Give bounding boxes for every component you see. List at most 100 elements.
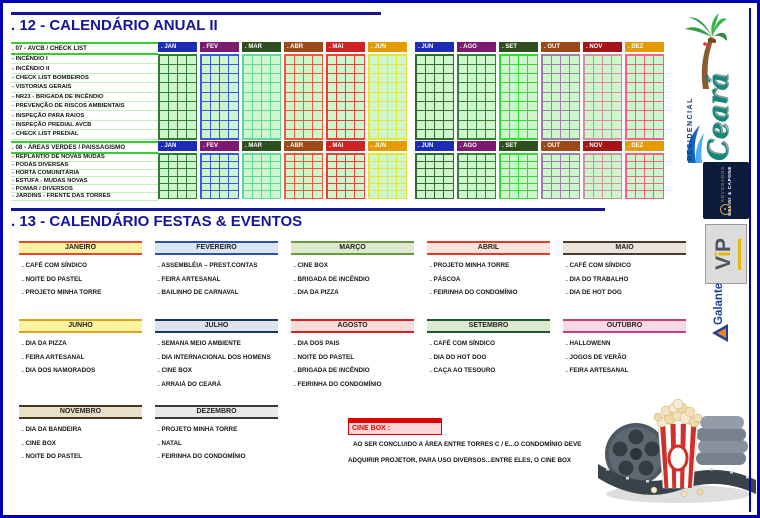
grid-cell bbox=[486, 191, 495, 198]
grid-cell bbox=[178, 191, 187, 198]
grid-cell bbox=[645, 74, 654, 83]
grid-cell bbox=[378, 102, 387, 111]
grid-cell bbox=[378, 92, 387, 102]
grid-cell bbox=[435, 64, 444, 74]
grid-cell bbox=[178, 102, 187, 111]
grid-cell bbox=[285, 161, 294, 169]
grid-cell bbox=[294, 169, 303, 176]
grid-cell bbox=[178, 154, 187, 161]
grid-cell bbox=[397, 74, 406, 83]
grid-cell bbox=[252, 191, 261, 198]
ceara-brand-label: Ceará bbox=[703, 73, 734, 161]
grid-cell bbox=[551, 161, 560, 169]
event-month-box: MAIO . CAFÉ COM SÍNDICO . DIA DO TRABALHO.… bbox=[563, 241, 686, 300]
month-grid bbox=[284, 153, 323, 199]
cinema-popcorn-illustration bbox=[598, 398, 756, 503]
grid-cell bbox=[635, 111, 644, 120]
grid-cell bbox=[542, 55, 551, 64]
grid-cell bbox=[500, 169, 509, 176]
checklist-item: - JARDINS - FRENTE DAS TORRES bbox=[11, 193, 158, 201]
grid-cell bbox=[285, 183, 294, 191]
grid-cell bbox=[229, 176, 238, 183]
grid-cell bbox=[467, 183, 476, 191]
grid-cell bbox=[313, 120, 322, 130]
grid-cell bbox=[271, 74, 280, 83]
grid-cell bbox=[178, 55, 187, 64]
grid-cell bbox=[294, 183, 303, 191]
grid-cell bbox=[635, 74, 644, 83]
grid-cell bbox=[435, 111, 444, 120]
grid-cell bbox=[561, 74, 570, 83]
grid-cell bbox=[252, 154, 261, 161]
grid-cell bbox=[220, 83, 229, 92]
grid-cell bbox=[304, 83, 313, 92]
grid-cell bbox=[252, 111, 261, 120]
grid-cell bbox=[425, 55, 434, 64]
grid-cell bbox=[397, 154, 406, 161]
grid-cell bbox=[542, 191, 551, 198]
grid-cell bbox=[397, 64, 406, 74]
grid-cell bbox=[654, 55, 663, 64]
event-month-box: OUTUBRO . HALLOWENN . JOGOS DE VERÃO . FEIR… bbox=[563, 319, 686, 391]
month-column: . JUN bbox=[368, 141, 407, 199]
grid-cell bbox=[654, 74, 663, 83]
grid-cell bbox=[570, 111, 579, 120]
grid-cell bbox=[369, 120, 378, 130]
grid-cell bbox=[500, 130, 509, 139]
grid-cell bbox=[425, 74, 434, 83]
grid-cell bbox=[551, 83, 560, 92]
grid-cell bbox=[603, 176, 612, 183]
grid-cell bbox=[425, 183, 434, 191]
grid-cell bbox=[397, 161, 406, 169]
grid-cell bbox=[416, 55, 425, 64]
grid-cell bbox=[397, 120, 406, 130]
grid-cell bbox=[561, 183, 570, 191]
grid-cell bbox=[210, 111, 219, 120]
grid-cell bbox=[528, 64, 537, 74]
month-grid bbox=[583, 54, 622, 140]
events-row-2: JUNHO. DIA DA PIZZA. FEIRA ARTESANAL. DI… bbox=[19, 319, 686, 391]
grid-cell bbox=[355, 92, 364, 102]
grid-cell bbox=[397, 92, 406, 102]
grid-cell bbox=[467, 92, 476, 102]
month-column: . JUN bbox=[368, 42, 407, 140]
grid-cell bbox=[584, 183, 593, 191]
grid-cell bbox=[159, 120, 168, 130]
grid-cell bbox=[467, 111, 476, 120]
grid-cell bbox=[327, 191, 336, 198]
grid-cell bbox=[262, 130, 271, 139]
month-grid bbox=[625, 54, 664, 140]
grid-cell bbox=[229, 55, 238, 64]
grid-cell bbox=[304, 154, 313, 161]
grid-cell bbox=[561, 64, 570, 74]
grid-cell bbox=[486, 176, 495, 183]
grid-cell bbox=[603, 169, 612, 176]
event-month-items: . ASSEMBLÉIA – PREST.CONTAS . FEIRA ARTES… bbox=[155, 255, 278, 300]
event-item: . DIA DOS PAIS bbox=[294, 340, 340, 347]
grid-cell bbox=[294, 120, 303, 130]
grid-cell bbox=[612, 74, 621, 83]
grid-cell bbox=[458, 102, 467, 111]
grid-cell bbox=[467, 55, 476, 64]
grid-cell bbox=[444, 191, 453, 198]
event-month-header: JUNHO bbox=[19, 319, 142, 333]
grid-cell bbox=[304, 161, 313, 169]
grid-cell bbox=[528, 92, 537, 102]
month-grid bbox=[326, 153, 365, 199]
grid-cell bbox=[187, 83, 196, 92]
grid-cell bbox=[336, 64, 345, 74]
grid-cell bbox=[444, 74, 453, 83]
grid-cell bbox=[500, 120, 509, 130]
month-column: . ABR bbox=[284, 141, 323, 199]
month-grid bbox=[541, 153, 580, 199]
grid-cell bbox=[201, 161, 210, 169]
grid-cell bbox=[444, 111, 453, 120]
grid-cell bbox=[626, 169, 635, 176]
event-month-header: JANEIRO bbox=[19, 241, 142, 255]
grid-cell bbox=[593, 55, 602, 64]
grid-cell bbox=[645, 161, 654, 169]
grid-cell bbox=[252, 74, 261, 83]
grid-cell bbox=[467, 154, 476, 161]
grid-cell bbox=[444, 183, 453, 191]
